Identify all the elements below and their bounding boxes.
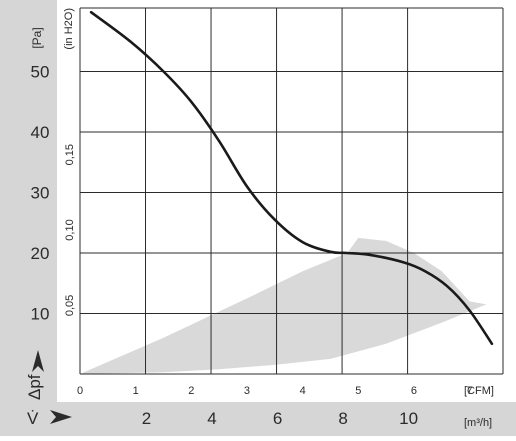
- y-tick-label-pa: 10: [31, 305, 50, 324]
- y-axis-band: [0, 0, 57, 436]
- y-axis-arrow: [32, 350, 44, 372]
- y-tick-label-inh2o-group: 0,10: [64, 219, 76, 240]
- performance-curve: [89, 10, 494, 346]
- x-tick-label-cfm: 2: [188, 385, 194, 397]
- y-unit-inh2o-group: (in H2O): [63, 8, 75, 50]
- x-unit-m3h: [m³/h]: [464, 417, 492, 429]
- x-tick-label-m3h: 6: [273, 409, 282, 428]
- x-tick-label-cfm: 6: [411, 385, 417, 397]
- x-tick-label-m3h: 8: [338, 409, 347, 428]
- y-tick-label-inh2o: 0,15: [64, 144, 76, 165]
- x-tick-label-cfm: 3: [244, 385, 250, 397]
- x-tick-label-m3h: 4: [207, 409, 216, 428]
- x-axis-title: V̇: [27, 409, 39, 428]
- y-tick-label-pa: 40: [31, 123, 50, 142]
- operating-region-area: [80, 237, 487, 374]
- x-tick-label-cfm: 0: [77, 385, 83, 397]
- y-tick-label-pa: 30: [31, 184, 50, 203]
- x-axis-arrow: [50, 410, 72, 424]
- y-unit-inh2o: (in H2O): [63, 8, 75, 50]
- y-tick-label-inh2o-group: 0,15: [64, 144, 76, 165]
- y-axis-title-group: Δpf: [25, 374, 44, 400]
- y-tick-label-pa: 20: [31, 244, 50, 263]
- y-unit-pa: [Pa]: [30, 27, 44, 48]
- y-tick-label-inh2o: 0,05: [64, 295, 76, 316]
- y-tick-label-pa: 50: [31, 63, 50, 82]
- x-tick-label-cfm: 4: [300, 385, 306, 397]
- x-tick-label-m3h: 10: [399, 409, 418, 428]
- operating-region-layer: [80, 237, 487, 374]
- x-axis-band: [0, 402, 516, 436]
- x-unit-cfm: [CFM]: [464, 385, 494, 397]
- y-axis-title: Δpf: [25, 374, 44, 400]
- x-tick-label-cfm: 5: [355, 385, 361, 397]
- y-unit-pa-group: [Pa]: [30, 27, 44, 48]
- x-tick-label-m3h: 2: [142, 409, 151, 428]
- x-tick-label-cfm: 1: [133, 385, 139, 397]
- curve-layer: [89, 10, 494, 346]
- grid-layer: [79, 7, 504, 375]
- y-tick-label-inh2o-group: 0,05: [64, 295, 76, 316]
- x-tick-label-cfm: 7: [467, 385, 473, 397]
- y-tick-label-inh2o: 0,10: [64, 219, 76, 240]
